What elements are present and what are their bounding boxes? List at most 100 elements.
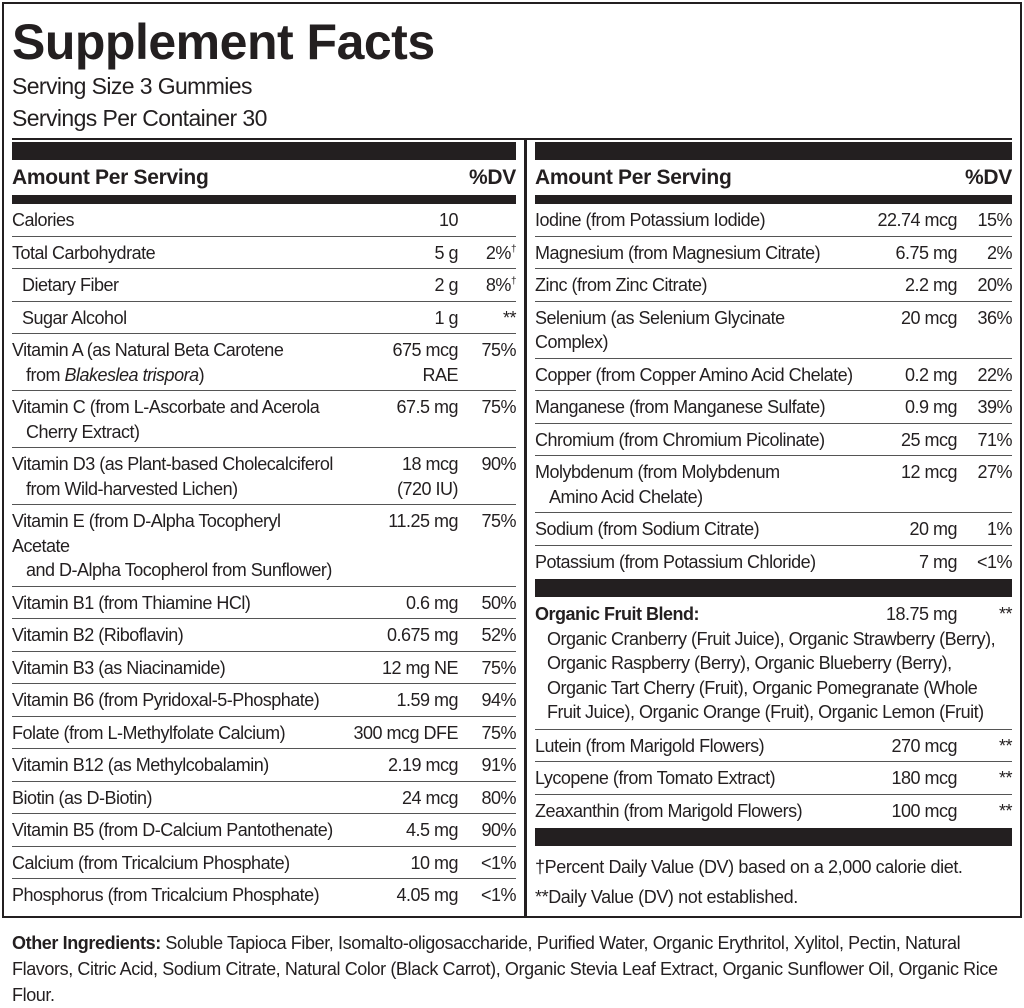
amount-line: 5 g — [434, 242, 458, 263]
nutrient-name: Potassium (from Potassium Chloride) — [535, 550, 857, 575]
blend-description: Organic Cranberry (Fruit Juice), Organic… — [535, 627, 1012, 730]
dv-value: ** — [998, 800, 1013, 821]
nutrient-row: Copper (from Copper Amino Acid Chelate) 0… — [535, 359, 1012, 391]
nutrient-dv: 52% — [458, 623, 516, 648]
nutrient-row: Sugar Alcohol 1 g ** — [12, 302, 517, 334]
dv-value: 90% — [481, 454, 516, 474]
amount-line: 2.2 mg — [904, 275, 958, 295]
divider-bar — [12, 195, 516, 204]
nutrient-row: Lutein (from Marigold Flowers) 270 mcg ** — [535, 730, 1013, 762]
nutrient-amount: 270 mcg — [857, 734, 957, 759]
dv-value: 75% — [481, 340, 516, 360]
amount-line: 0.675 mg — [386, 625, 459, 645]
nutrient-name-line: Zeaxanthin (from Marigold Flowers) — [535, 800, 803, 821]
nutrient-name: Vitamin D3 (as Plant-based Cholecalcifer… — [12, 452, 340, 501]
nutrient-name-line: Total Carbohydrate — [12, 242, 156, 263]
nutrient-dv: 75% — [458, 395, 516, 444]
nutrient-dv: 75% — [458, 721, 516, 746]
nutrient-amount: 6.75 mg — [857, 241, 957, 266]
nutrient-dv: 2%† — [458, 241, 517, 266]
nutrient-name-line: Dietary Fiber — [22, 275, 119, 295]
nutrient-name: Selenium (as Selenium Glycinate Complex) — [535, 306, 857, 355]
nutrient-name: Biotin (as D-Biotin) — [12, 786, 340, 811]
nutrient-dv: 22% — [957, 363, 1012, 388]
nutrient-name-line: Vitamin B2 (Riboflavin) — [12, 625, 184, 645]
nutrient-row: Phosphorus (from Tricalcium Phosphate) 4.… — [12, 879, 517, 911]
blend-amount: 18.75 mg — [885, 604, 958, 624]
amount-line: 300 mcg DFE — [353, 722, 458, 743]
nutrient-name-line: Iodine (from Potassium Iodide) — [535, 210, 766, 230]
nutrient-amount: 4.5 mg — [340, 818, 459, 843]
nutrient-dv: 50% — [458, 591, 516, 616]
footnote-dagger: †Percent Daily Value (DV) based on a 2,0… — [535, 857, 963, 877]
name-part: ) — [198, 364, 205, 385]
nutrient-name-line: Zinc (from Zinc Citrate) — [535, 275, 708, 295]
nutrient-row: Potassium (from Potassium Chloride) 7 mg <… — [535, 546, 1013, 578]
nutrient-name: Iodine (from Potassium Iodide) — [535, 208, 857, 233]
amount-line: 12 mcg — [900, 462, 958, 482]
other-ingredients: Other Ingredients: Soluble Tapioca Fiber… — [12, 930, 1012, 1008]
dv-value: 91% — [481, 755, 516, 775]
nutrient-name-line: Sodium (from Sodium Citrate) — [535, 519, 760, 539]
dv-label: %DV — [469, 166, 516, 189]
nutrient-name: Chromium (from Chromium Picolinate) — [535, 428, 857, 453]
nutrient-amount: 67.5 mg — [340, 395, 458, 444]
nutrient-dv: <1% — [458, 883, 517, 908]
amount-line: 6.75 mg — [895, 242, 957, 263]
nutrient-dv: 36% — [957, 306, 1012, 355]
amount-line: 12 mg NE — [381, 657, 459, 678]
nutrient-dv: 75% — [458, 338, 516, 387]
nutrient-dv: 75% — [458, 656, 516, 681]
nutrient-name: Dietary Fiber — [12, 273, 340, 298]
dv-label: %DV — [965, 166, 1012, 189]
dv-value: <1% — [480, 885, 517, 905]
nutrient-name-line: Vitamin B3 (as Niacinamide) — [12, 657, 226, 678]
amount-line: 20 mcg — [900, 307, 958, 328]
nutrient-amount: 12 mcg — [857, 460, 958, 509]
nutrient-name: Vitamin B12 (as Methylcobalamin) — [12, 753, 340, 778]
amount-line: (720 IU) — [396, 478, 459, 499]
dv-value: 22% — [977, 364, 1012, 385]
dv-value: 75% — [481, 397, 516, 417]
nutrient-row: Total Carbohydrate 5 g 2%† — [12, 237, 517, 269]
dv-value: 8% — [485, 275, 512, 295]
dv-value: 52% — [481, 625, 516, 645]
nutrient-name-line: Vitamin B5 (from D-Calcium Pantothenate) — [12, 820, 333, 840]
nutrient-amount: 12 mg NE — [340, 656, 459, 681]
nutrient-name-line: from Wild-harvested Lichen) — [26, 478, 238, 499]
panel-title: Supplement Facts — [12, 14, 435, 70]
nutrient-name-line: Lutein (from Marigold Flowers) — [535, 735, 765, 756]
nutrient-amount: 2.19 mcg — [340, 753, 459, 778]
nutrient-name: Zeaxanthin (from Marigold Flowers) — [535, 799, 857, 824]
dv-value: 20% — [977, 275, 1012, 295]
nutrient-name-line: Lycopene (from Tomato Extract) — [535, 768, 776, 788]
dv-value: 2% — [485, 242, 512, 263]
nutrient-name-line: Manganese (from Manganese Sulfate) — [535, 397, 826, 417]
nutrient-row: Biotin (as D-Biotin) 24 mcg 80% — [12, 782, 516, 814]
nutrient-name-line: Copper (from Copper Amino Acid Chelate) — [535, 364, 853, 385]
nutrient-name-line: Calories — [12, 210, 75, 230]
nutrient-dv: ** — [458, 306, 517, 331]
amount-line: 0.9 mg — [904, 397, 958, 417]
other-ingredients-label: Other Ingredients: — [12, 933, 161, 953]
amount-line: 1.59 mg — [396, 690, 458, 710]
divider-bar — [12, 142, 516, 160]
nutrient-dv: 39% — [957, 395, 1012, 420]
dv-value: <1% — [480, 852, 517, 873]
nutrient-amount: 5 g — [340, 241, 458, 266]
amount-line: 1 g — [434, 307, 458, 328]
amount-line: 11.25 mg — [388, 511, 458, 531]
nutrient-name-line: Vitamin D3 (as Plant-based Cholecalcifer… — [12, 454, 333, 474]
dv-value: <1% — [976, 551, 1013, 572]
nutrient-name-line: from Blakeslea trispora) — [12, 363, 340, 388]
nutrient-amount: 675 mcg RAE — [340, 338, 458, 387]
nutrient-dv: 27% — [957, 460, 1012, 509]
nutrient-dv: ** — [957, 766, 1013, 791]
nutrient-amount: 2 g — [340, 273, 458, 298]
amount-line: RAE — [422, 364, 458, 385]
organic-fruit-blend: Organic Fruit Blend: 18.75 mg ** Organic… — [535, 597, 1013, 730]
nutrient-dv: ** — [957, 734, 1013, 759]
nutrient-amount: 25 mcg — [857, 428, 958, 453]
nutrient-name-line: Sugar Alcohol — [22, 307, 127, 328]
nutrient-list: Calories 10 Total Carbohydrate 5 g 2%† Dietar… — [12, 204, 517, 911]
